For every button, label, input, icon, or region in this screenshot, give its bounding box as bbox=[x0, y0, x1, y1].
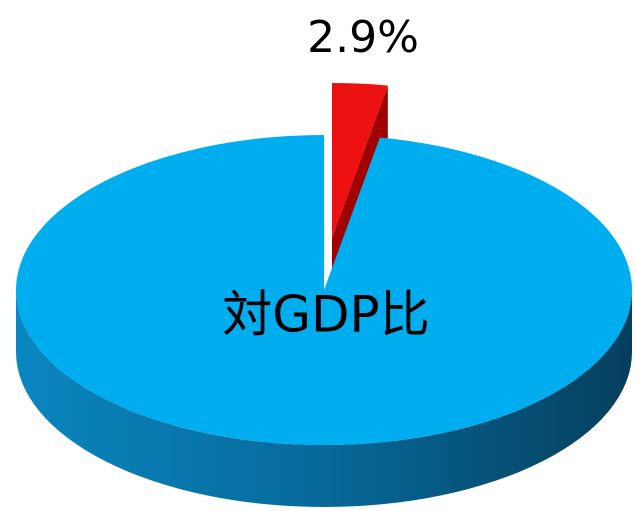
slice-side bbox=[16, 290, 632, 507]
slice bbox=[332, 83, 388, 238]
data-label: 2.9% bbox=[307, 12, 419, 63]
center-label: 対GDP比 bbox=[222, 286, 429, 344]
pie bbox=[16, 83, 633, 507]
slice bbox=[16, 135, 633, 445]
